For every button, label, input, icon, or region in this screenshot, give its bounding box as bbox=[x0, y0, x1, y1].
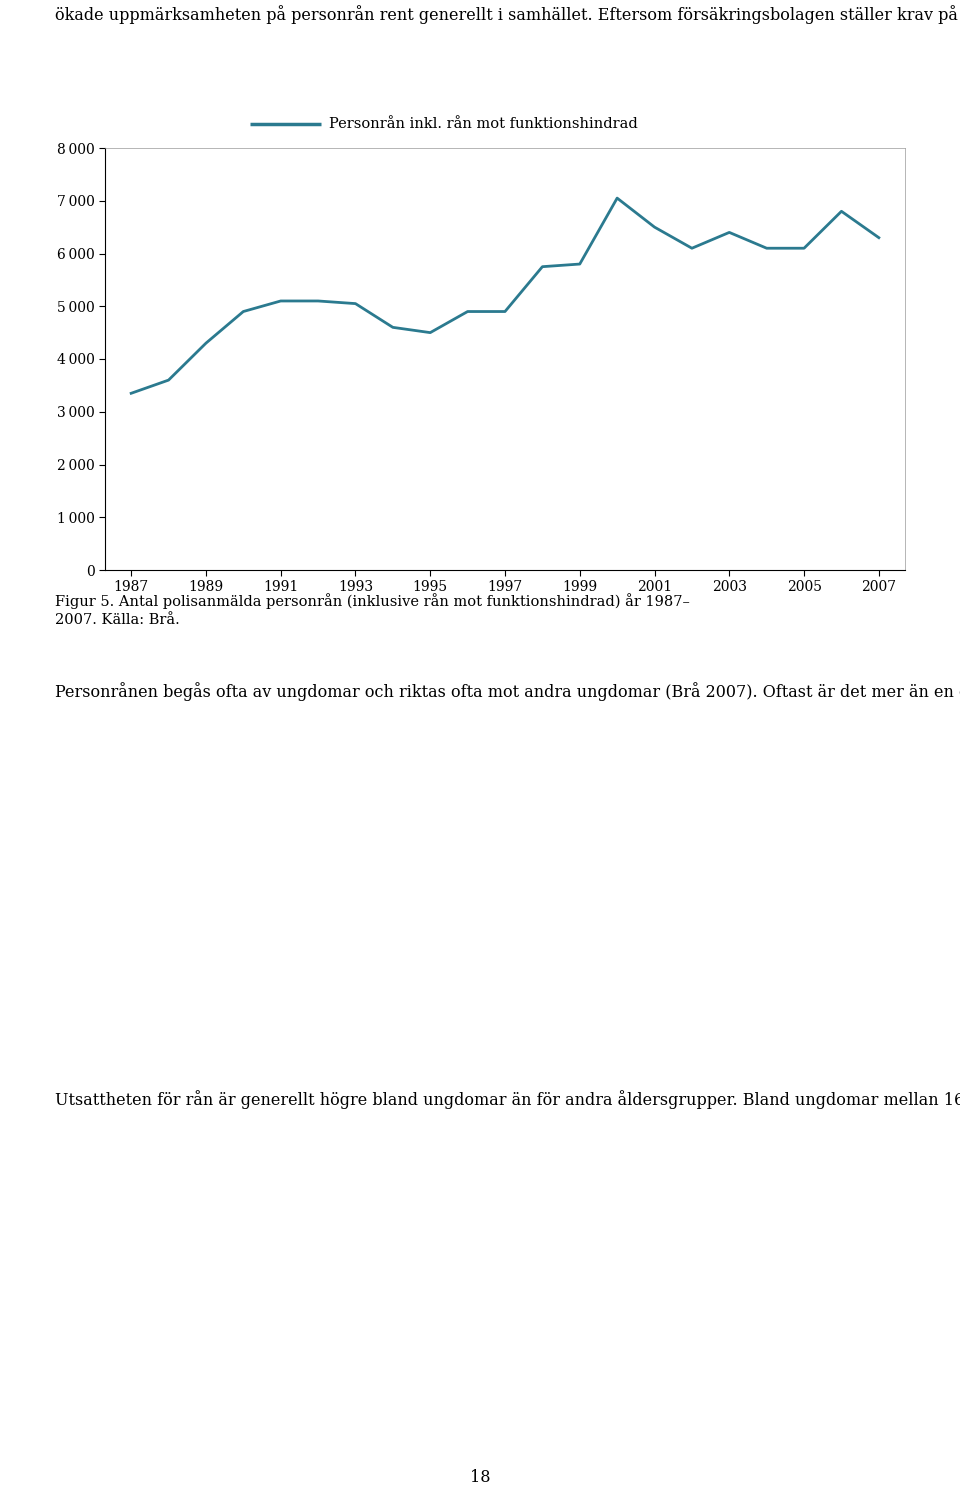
Text: ökade uppmärksamheten på personrån rent generellt i samhället. Eftersom försäkri: ökade uppmärksamheten på personrån rent … bbox=[55, 5, 960, 24]
Text: Personrånen begås ofta av ungdomar och riktas ofta mot andra ungdomar (Brå 2007): Personrånen begås ofta av ungdomar och r… bbox=[55, 682, 960, 700]
Text: 18: 18 bbox=[469, 1470, 491, 1486]
Text: Personrån inkl. rån mot funktionshindrad: Personrån inkl. rån mot funktionshindrad bbox=[329, 118, 638, 131]
Text: Utsattheten för rån är generellt högre bland ungdomar än för andra åldersgrupper: Utsattheten för rån är generellt högre b… bbox=[55, 1089, 960, 1109]
Text: Figur 5. Antal polisanmälda personrån (inklusive rån mot funktionshindrad) år 19: Figur 5. Antal polisanmälda personrån (i… bbox=[55, 593, 690, 628]
